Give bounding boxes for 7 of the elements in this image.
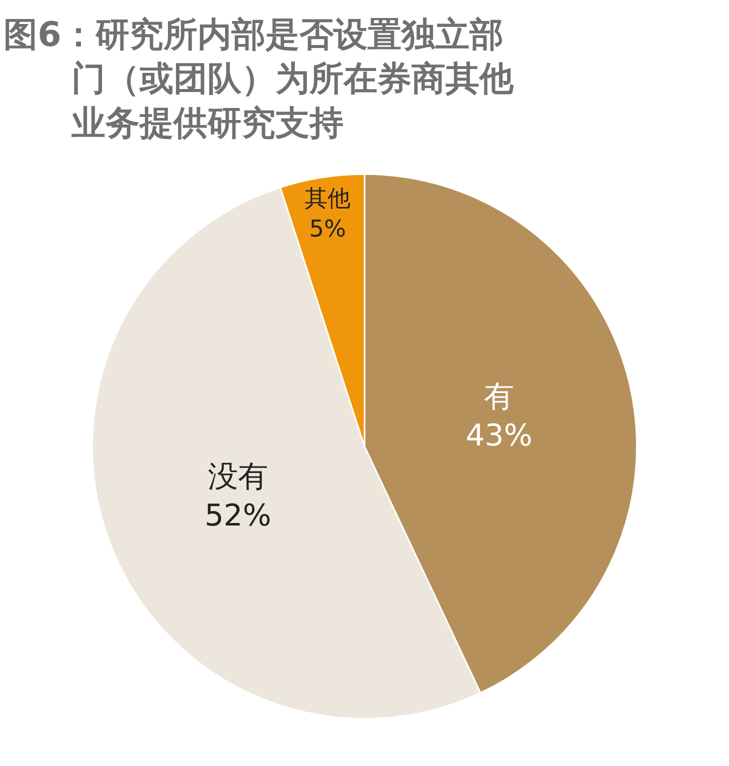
data-label: 52%: [204, 498, 272, 534]
slice-label: 其他: [304, 185, 351, 212]
slice-label: 有: [484, 379, 514, 414]
slice-label: 没有: [208, 460, 268, 495]
chart-title: 图6：研究所内部是否设置独立部门（或团队）为所在券商其他业务提供研究支持: [4, 14, 515, 144]
data-label: 43%: [466, 418, 532, 454]
data-label: 5%: [309, 215, 346, 242]
